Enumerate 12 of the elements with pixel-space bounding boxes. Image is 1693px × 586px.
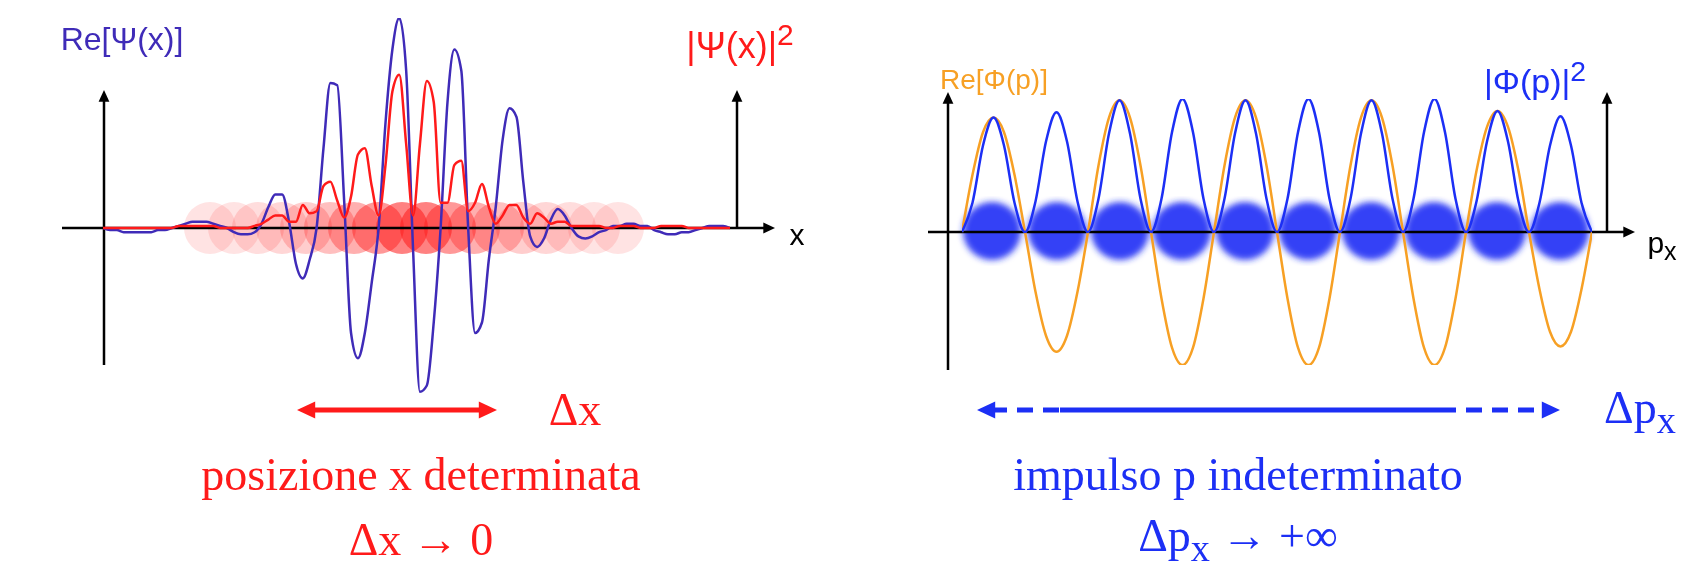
text: Δp$_{x}$ → +∞ bbox=[1138, 509, 1338, 570]
text: Δp$_{x}$ bbox=[1604, 381, 1676, 442]
y2-axis-title: |Φ(p)|$^{2}$ bbox=[1483, 54, 1587, 101]
x-axis-title: x bbox=[789, 217, 805, 251]
y2-axis-title: |Ψ(x)|$^{2}$ bbox=[686, 18, 794, 67]
y-axis-title: Re[Φ(p)] bbox=[940, 63, 1048, 96]
annotation: Δx bbox=[548, 383, 602, 436]
text: posizione x determinata bbox=[201, 448, 641, 501]
text: Δx → 0 bbox=[348, 513, 494, 566]
text: impulso p indeterminato bbox=[1013, 448, 1463, 501]
x-axis-title: p$_{x}$ bbox=[1647, 226, 1677, 266]
y-axis-title: Re[Ψ(x)] bbox=[60, 21, 184, 58]
